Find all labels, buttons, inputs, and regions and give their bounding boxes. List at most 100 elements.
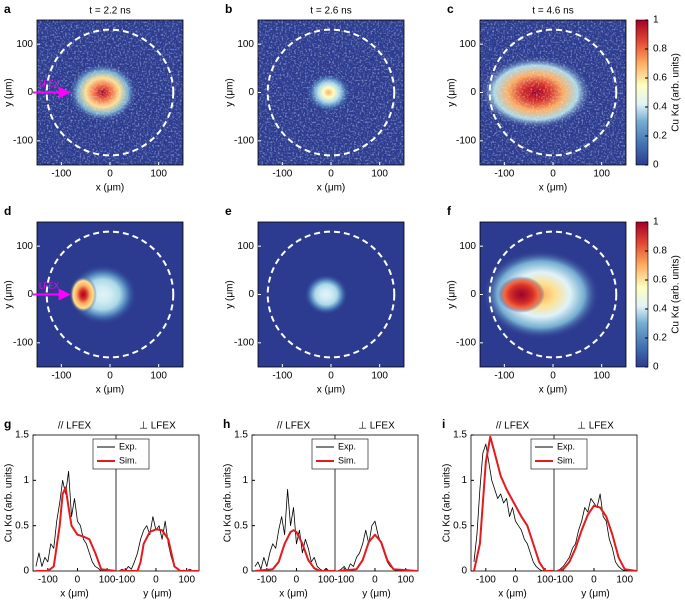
y-tick-label: -100: [456, 135, 476, 146]
x-tick-label: -100: [38, 575, 58, 586]
y-tick-label: 1.5: [15, 430, 29, 441]
target-outline: [266, 28, 396, 157]
colorbar-tick-label: 1: [653, 15, 659, 26]
x-tick-label: 100: [178, 575, 195, 586]
x-tick-label: 100: [371, 371, 388, 382]
x-tick-label: -100: [553, 575, 573, 586]
x-tick-label: 0: [591, 575, 597, 586]
x-axis-label: x (μm): [96, 385, 125, 396]
x-axis-label: x (μm): [96, 183, 125, 194]
annotation: LFEX: [39, 282, 60, 291]
x-tick-label: 100: [593, 371, 610, 382]
x-tick-label: -100: [494, 169, 514, 180]
colorbar-tick-label: 0.4: [653, 102, 667, 113]
y-axis-label: y (μm): [225, 280, 236, 309]
y-tick-label: 0: [470, 289, 476, 300]
x-tick-label: 0: [75, 575, 81, 586]
x-tick-label: 100: [616, 575, 633, 586]
series-line: [35, 470, 114, 571]
panel-label: i: [442, 417, 445, 431]
annotation: LFEX: [39, 80, 60, 89]
x-axis-label: x (μm): [60, 589, 89, 600]
y-tick-label: 100: [237, 241, 254, 252]
x-axis-label: y (μm): [143, 589, 172, 600]
x-tick-label: 100: [371, 169, 388, 180]
colorbar-tick-label: 0.8: [653, 246, 667, 257]
x-tick-label: -100: [115, 575, 135, 586]
y-tick-label: 0: [248, 289, 254, 300]
half-title: ⊥ LFEX: [358, 421, 395, 432]
x-axis-label: x (μm): [317, 183, 346, 194]
colorbar-tick-label: 0: [653, 160, 659, 171]
x-tick-label: 100: [593, 169, 610, 180]
heatmap-panel: -100 0 100 -100 0 100 x (μm) y (μm) e: [225, 204, 405, 396]
y-tick-label: 100: [16, 39, 33, 50]
colorbar-tick-label: 0: [653, 362, 659, 373]
colorbar-label: Cu Kα (arb. units): [671, 255, 682, 334]
x-axis-label: y (μm): [581, 589, 610, 600]
panel-label: a: [4, 2, 11, 16]
panel-title: t = 2.2 ns: [89, 6, 130, 17]
target-outline: [45, 230, 175, 359]
panel-label: c: [447, 2, 454, 16]
legend-label: Exp.: [119, 441, 137, 451]
noise: [258, 20, 404, 165]
x-tick-label: -100: [476, 575, 496, 586]
y-tick-label: 0: [242, 566, 248, 577]
half-title: // LFEX: [58, 421, 92, 432]
y-tick-label: 1: [23, 475, 29, 486]
y-axis-label: Cu Kα (arb. units): [223, 464, 234, 543]
x-axis-label: x (μm): [539, 385, 568, 396]
colorbar-tick-label: 0.6: [653, 73, 667, 84]
y-axis-label: Cu Kα (arb. units): [4, 464, 15, 543]
noise: [480, 20, 626, 165]
line-panel: 0 0.5 1 1.5 Cu Kα (arb. units) g // LFEX -100 0 1…: [4, 417, 200, 600]
y-tick-label: 100: [16, 241, 33, 252]
y-tick-label: -100: [456, 337, 476, 348]
panel-label: g: [4, 417, 11, 431]
x-axis-label: x (μm): [498, 589, 527, 600]
x-tick-label: -100: [334, 575, 354, 586]
heatmap-image: [258, 222, 404, 367]
x-tick-label: 100: [537, 575, 554, 586]
panel-label: f: [447, 204, 452, 218]
panel-label: d: [4, 204, 11, 218]
heatmap-panel: -100 0 100 -100 0 100 x (μm) y (μm) a t = 2.2 ns L…: [4, 2, 184, 194]
half-title: // LFEX: [277, 421, 311, 432]
series-line: [337, 533, 418, 571]
x-tick-label: 0: [153, 575, 159, 586]
series-line: [472, 435, 554, 571]
x-axis-label: x (μm): [539, 183, 568, 194]
legend-label: Sim.: [557, 455, 575, 465]
panel-label: e: [225, 204, 232, 218]
y-tick-label: 1: [242, 475, 248, 486]
colorbar-tick-label: 0.6: [653, 275, 667, 286]
target-outline: [488, 230, 618, 359]
y-tick-label: -100: [13, 135, 33, 146]
y-tick-label: 100: [237, 39, 254, 50]
y-tick-label: 0: [27, 87, 33, 98]
series-line: [254, 489, 333, 571]
legend-box: [311, 438, 369, 470]
x-tick-label: -100: [51, 371, 71, 382]
x-axis-label: x (μm): [317, 385, 346, 396]
legend-label: Exp.: [557, 441, 575, 451]
y-tick-label: 1.5: [453, 430, 467, 441]
half-title: ⊥ LFEX: [577, 421, 614, 432]
x-tick-label: 0: [294, 575, 300, 586]
x-tick-label: 100: [150, 169, 167, 180]
x-tick-label: -100: [257, 575, 277, 586]
x-tick-label: 100: [99, 575, 116, 586]
panel-label: h: [223, 417, 230, 431]
x-tick-label: 0: [328, 169, 334, 180]
x-tick-label: 0: [550, 169, 556, 180]
y-axis-label: y (μm): [4, 280, 15, 309]
target-outline: [45, 28, 175, 157]
x-tick-label: 0: [107, 169, 113, 180]
x-tick-label: 100: [397, 575, 414, 586]
series-line: [337, 520, 415, 571]
y-tick-label: 0: [470, 87, 476, 98]
heatmap-image: [480, 222, 626, 367]
y-tick-label: -100: [234, 337, 254, 348]
legend-box: [92, 438, 150, 470]
